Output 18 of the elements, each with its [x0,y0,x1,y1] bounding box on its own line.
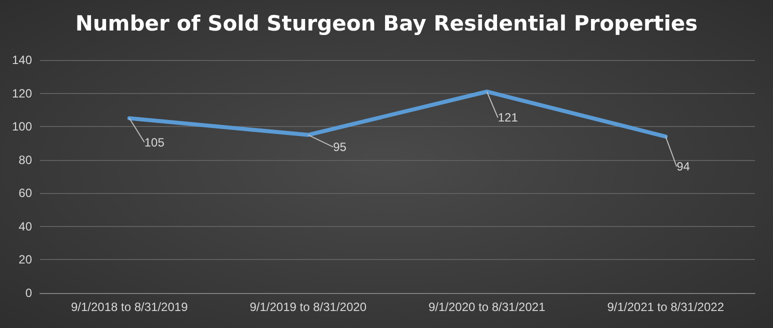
data-label: 94 [676,160,690,174]
data-label: 95 [333,140,347,154]
x-tick-label: 9/1/2020 to 8/31/2021 [428,300,546,314]
y-tick-label: 80 [18,152,32,167]
y-tick-label: 20 [18,252,32,267]
chart-title: Number of Sold Sturgeon Bay Residential Properties [75,12,698,36]
data-label: 121 [498,110,518,125]
y-tick-label: 0 [25,286,32,300]
line-series [127,90,668,139]
y-tick-label: 100 [12,120,32,134]
y-tick-label: 120 [12,86,32,100]
y-tick-label: 140 [12,53,32,67]
x-tick-label: 9/1/2021 to 8/31/2022 [607,300,724,314]
x-tick-label: 9/1/2018 to 8/31/2019 [70,300,188,314]
y-tick-label: 40 [18,219,32,234]
data-label: 105 [144,135,165,150]
y-tick-label: 60 [18,186,32,200]
x-tick-label: 9/1/2019 to 8/31/2020 [250,300,367,314]
